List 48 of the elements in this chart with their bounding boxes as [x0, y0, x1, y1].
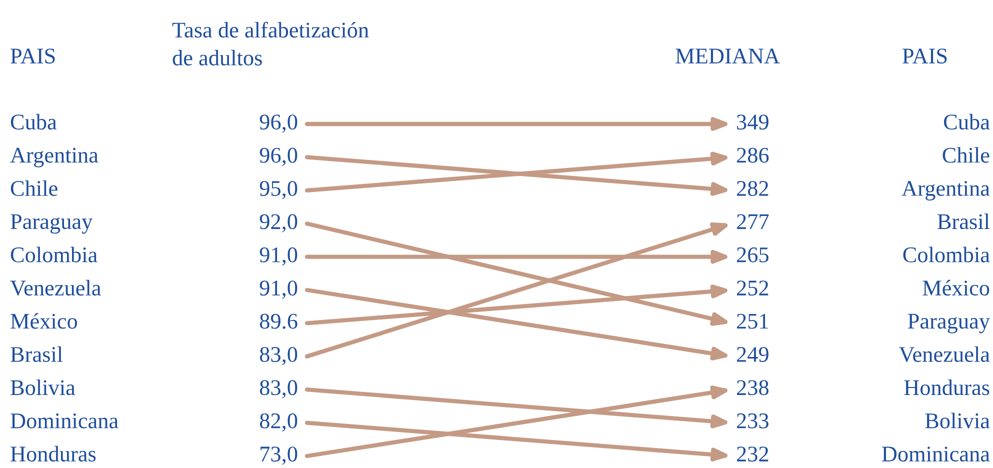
category-label: Paraguay	[10, 214, 93, 234]
data-label: 83,0	[260, 346, 298, 366]
data-label: 265	[736, 247, 768, 262]
category-label: México	[922, 280, 990, 296]
data-label: 238	[736, 380, 768, 396]
data-label: 92,0	[260, 214, 298, 232]
category-label: Honduras	[10, 446, 96, 462]
category-label: Venezuela	[898, 346, 990, 362]
category-label: Honduras	[904, 380, 990, 396]
data-label: 73,0	[260, 446, 298, 465]
category-label: Chile	[942, 147, 990, 163]
text: MEDIANA	[676, 48, 780, 64]
data-label: 232	[736, 446, 768, 462]
text: PAIS	[10, 48, 55, 64]
data-label: 277	[736, 214, 769, 229]
data-label: 233	[736, 413, 768, 428]
category-label: Bolivia	[10, 380, 76, 396]
category-label: Bolivia	[925, 412, 990, 428]
category-label: Venezuela	[10, 280, 101, 296]
category-label: Cuba	[944, 114, 990, 130]
category-label: Argentina	[10, 148, 98, 168]
category-label: Colombia	[10, 246, 98, 262]
data-label: 83,0	[260, 380, 298, 398]
data-label: 286	[736, 148, 769, 163]
category-label: Colombia	[903, 246, 990, 262]
data-label: 249	[736, 347, 768, 362]
data-label: 89.6	[260, 314, 298, 329]
data-label: 96,0	[260, 148, 298, 166]
category-label: Paraguay	[908, 314, 990, 334]
text: PAIS	[902, 48, 947, 64]
category-label: México	[10, 313, 78, 329]
category-label: Brasil	[938, 214, 990, 230]
category-label: Chile	[10, 180, 58, 196]
category-label: Dominicana	[882, 446, 990, 462]
category-label: Dominicana	[10, 413, 118, 428]
data-label: 91,0	[260, 280, 298, 299]
data-label: 91,0	[260, 247, 298, 266]
data-label: 349	[737, 114, 768, 130]
data-label: 282	[736, 180, 768, 196]
data-label: 251	[736, 314, 768, 329]
text: Tasa de alfabetización de adultos	[172, 22, 369, 66]
data-label: 96,0	[260, 114, 298, 133]
category-label: Argentina	[902, 180, 990, 200]
data-label: 95,0	[260, 180, 298, 200]
category-label: Brasil	[10, 346, 63, 362]
data-label: 82,0	[260, 413, 298, 432]
category-label: Cuba	[10, 114, 57, 130]
data-label: 252	[736, 280, 768, 296]
